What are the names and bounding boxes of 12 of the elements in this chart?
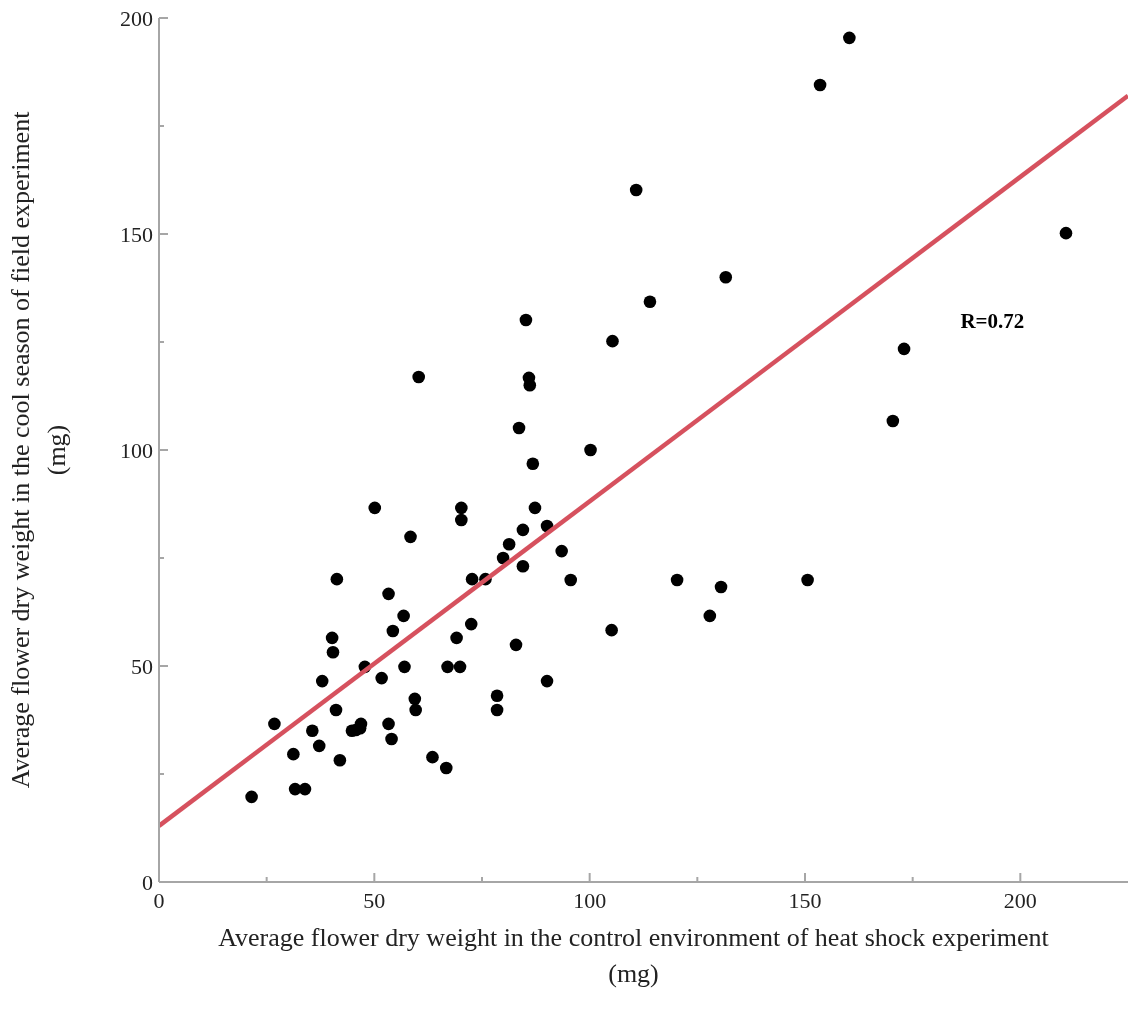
x-tick-label: 50 bbox=[363, 888, 386, 913]
x-tick-label: 200 bbox=[1003, 888, 1037, 913]
y-tick-label: 100 bbox=[120, 437, 153, 463]
x-tick-label: 150 bbox=[788, 888, 822, 913]
y-axis-title: Average flower dry weight in the cool season of field experiment (mg) bbox=[6, 110, 71, 789]
annotation: R=0.72 bbox=[960, 308, 1025, 333]
y-tick-label: 150 bbox=[120, 221, 153, 247]
x-tick-label: 100 bbox=[573, 888, 607, 913]
y-tick-label: 50 bbox=[131, 653, 153, 679]
y-tick-label: 0 bbox=[142, 869, 153, 895]
x-axis-title: Average flower dry weight in the control environment of heat shock experiment (mg) bbox=[218, 923, 1050, 988]
y-tick-label: 200 bbox=[120, 5, 153, 31]
